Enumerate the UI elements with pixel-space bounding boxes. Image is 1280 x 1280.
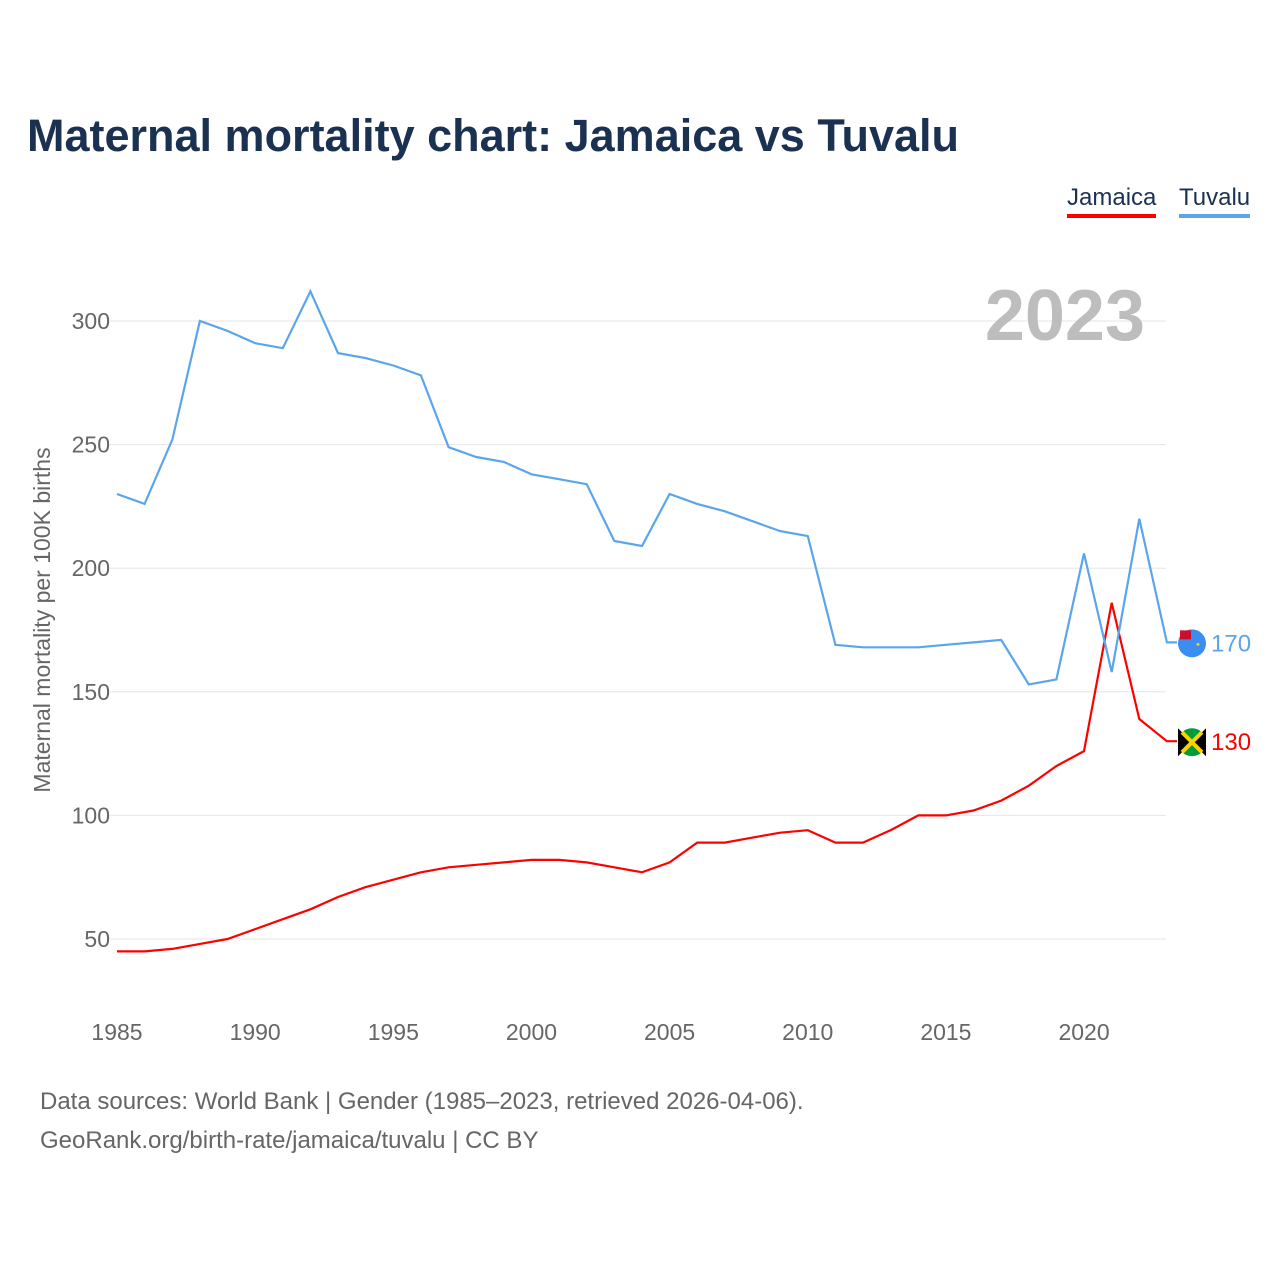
y-tick-label: 250	[72, 432, 110, 458]
legend-tuvalu[interactable]: Tuvalu	[1179, 184, 1251, 218]
source-line-2[interactable]: GeoRank.org/birth-rate/jamaica/tuvalu | …	[40, 1127, 539, 1154]
x-tick-label: 2020	[1058, 1019, 1109, 1045]
y-axis-label: Maternal mortality per 100K births	[29, 447, 55, 792]
x-tick-label: 2015	[920, 1019, 971, 1045]
end-label-jamaica: 130	[1211, 729, 1251, 756]
y-tick-label: 150	[72, 679, 110, 705]
y-tick-label: 100	[72, 802, 110, 828]
jamaica-flag-icon	[1178, 728, 1206, 757]
legend-jamaica[interactable]: Jamaica	[1067, 184, 1157, 218]
y-tick-label: 200	[72, 555, 110, 581]
source-line-1: Data sources: World Bank | Gender (1985–…	[40, 1088, 804, 1115]
y-tick-label: 300	[72, 308, 110, 334]
x-tick-label: 1985	[91, 1019, 142, 1045]
tuvalu-flag-icon	[1178, 629, 1206, 658]
x-tick-label: 2000	[506, 1019, 557, 1045]
x-tick-label: 1995	[368, 1019, 419, 1045]
series-line-tuvalu[interactable]	[116, 288, 1177, 686]
x-tick-label: 2010	[782, 1019, 833, 1045]
x-tick-label: 1990	[230, 1019, 281, 1045]
x-tick-label: 2005	[644, 1019, 695, 1045]
chart-title: Maternal mortality chart: Jamaica vs Tuv…	[27, 110, 960, 161]
series-line-jamaica[interactable]	[117, 602, 1177, 953]
end-label-tuvalu: 170	[1211, 630, 1251, 657]
y-tick-label: 50	[84, 926, 110, 952]
year-watermark: 2023	[985, 276, 1145, 356]
